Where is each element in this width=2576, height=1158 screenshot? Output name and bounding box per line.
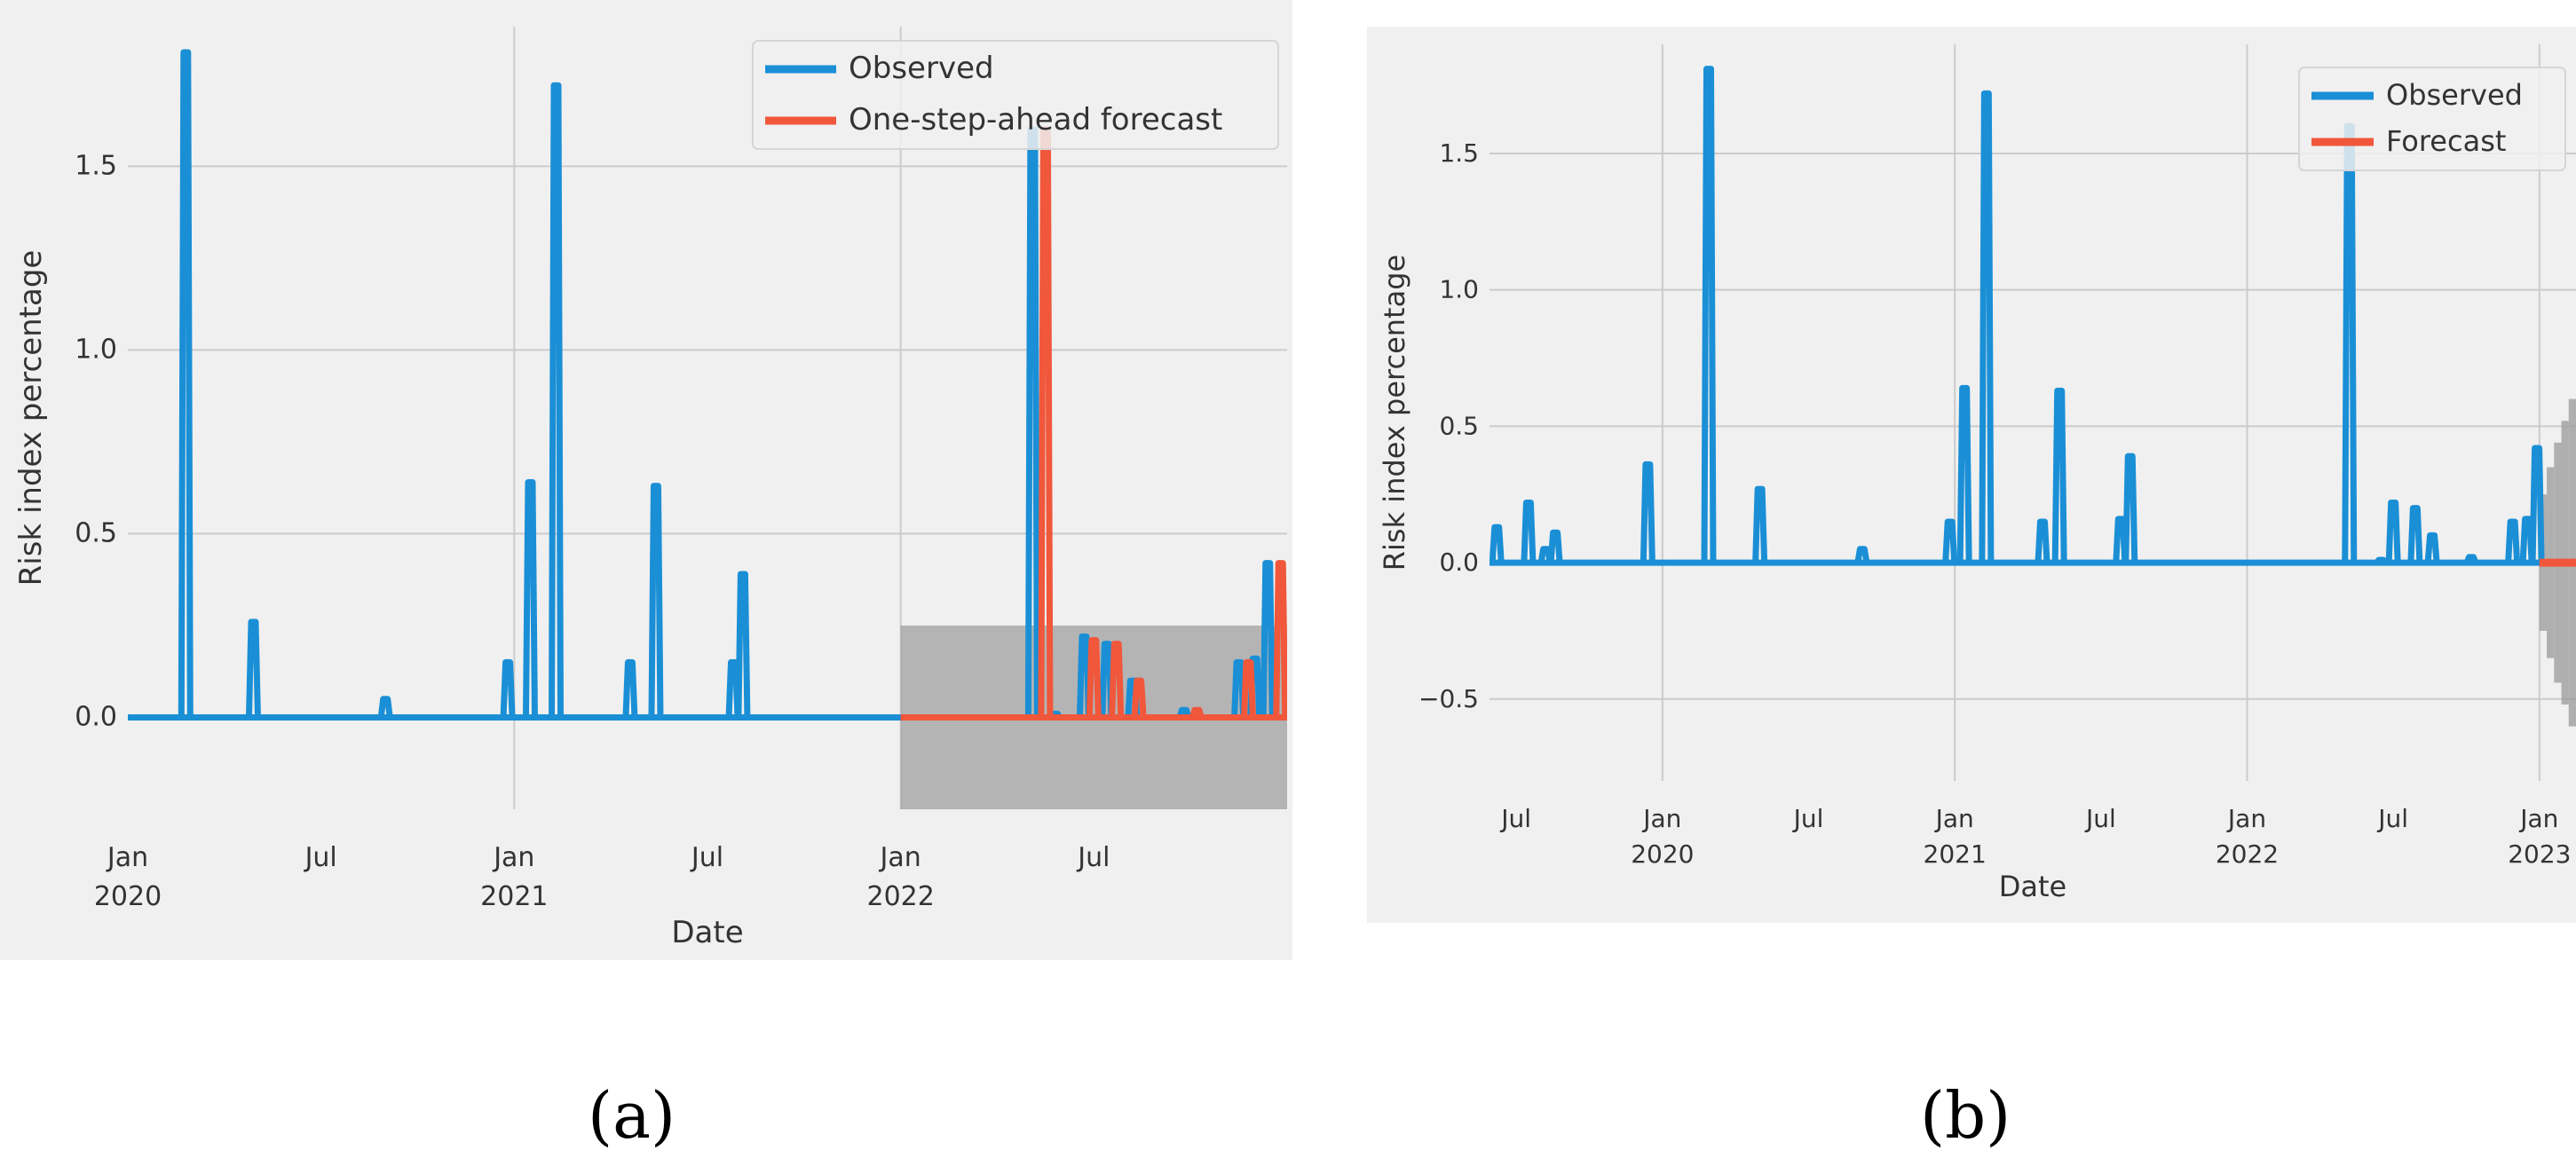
chart-b: −0.5 0.0 0.5 1.0 1.5 Jul Jan 2020 Jul Jan 2021 Jul J…	[1367, 27, 2576, 923]
observed-spike	[1260, 560, 1276, 718]
x-axis-label: Date	[1999, 870, 2066, 903]
x-tick-label: 2023	[2508, 839, 2571, 869]
x-tick-label: Jan	[2518, 804, 2558, 833]
observed-spike	[500, 658, 516, 718]
x-tick-label: Jul	[2084, 804, 2116, 833]
y-axis-label: Risk index percentage	[13, 250, 49, 587]
x-tick-label: Jul	[304, 842, 337, 873]
caption-b: (b)	[1920, 1078, 2011, 1153]
legend-box	[752, 40, 1279, 150]
x-tick-label: 2022	[2216, 839, 2279, 869]
y-tick-label: 1.5	[75, 150, 117, 181]
forecast-spike	[1131, 677, 1147, 718]
observed-spike	[2407, 505, 2423, 563]
x-tick-label: Jul	[2376, 804, 2408, 833]
x-tick-label: Jul	[1792, 804, 1824, 833]
observed-spike	[1521, 499, 1537, 563]
observed-spike	[2051, 387, 2067, 563]
y-axis-label: Risk index percentage	[1378, 255, 1411, 571]
observed-spike	[522, 478, 538, 718]
forecast-spike	[1189, 706, 1205, 719]
chart-a: 0.0 0.5 1.0 1.5 Jan 2020 Jul Jan 2021 Jul Jan 2022 J…	[0, 0, 1292, 960]
x-tick-label: 2021	[1924, 839, 1987, 869]
observed-spike	[2463, 554, 2479, 564]
observed-spike	[2505, 518, 2521, 563]
legend-label: Forecast	[2386, 124, 2506, 158]
x-tick-label: 2022	[866, 881, 934, 912]
plot-marks	[1489, 66, 2576, 727]
x-tick-label: Jul	[1499, 804, 1531, 833]
observed-spike	[622, 658, 638, 718]
legend-label: Observed	[849, 51, 994, 86]
x-tick-label: Jan	[1641, 804, 1681, 833]
x-tick-label: Jan	[492, 842, 534, 873]
x-tick-label: Jul	[690, 842, 723, 873]
forecast-spike	[1109, 641, 1125, 718]
forecast-spike	[1086, 637, 1102, 718]
observed-spike	[548, 82, 564, 718]
x-tick-label: 2021	[480, 881, 548, 912]
y-tick-label: 1.0	[75, 334, 117, 365]
observed-spike	[178, 49, 194, 718]
observed-spike	[1640, 461, 1655, 563]
observed-spike	[1701, 66, 1717, 563]
legend-label: Observed	[2386, 78, 2523, 112]
observed-spike	[1854, 546, 1870, 563]
x-tick-label: 2020	[94, 881, 162, 912]
observed-spike	[2035, 518, 2051, 563]
x-tick-label: Jan	[879, 842, 921, 873]
observed-spike	[648, 483, 664, 718]
observed-spike	[1489, 524, 1505, 563]
observed-spike	[2385, 499, 2401, 563]
legend-label: One-step-ahead forecast	[849, 102, 1222, 138]
observed-spike	[245, 618, 261, 718]
y-tick-label: −0.5	[1418, 684, 1479, 713]
plot-marks	[128, 49, 1287, 809]
observed-spike	[735, 571, 751, 718]
observed-spike	[2529, 445, 2545, 563]
forecast-spike	[1273, 560, 1287, 718]
x-tick-label: 2020	[1631, 839, 1694, 869]
observed-spike	[377, 696, 393, 718]
x-tick-label: Jan	[2226, 804, 2266, 833]
y-tick-label: 0.0	[1439, 547, 1479, 577]
y-tick-label: 1.0	[1439, 275, 1479, 304]
observed-spike	[1547, 529, 1563, 563]
caption-a: (a)	[588, 1078, 676, 1153]
x-tick-label: Jan	[106, 842, 148, 873]
x-tick-label: Jul	[1076, 842, 1110, 873]
observed-spike	[1176, 706, 1192, 719]
observed-spike	[2122, 453, 2138, 563]
forecast-spike	[1240, 658, 1256, 718]
x-tick-label: Jan	[1934, 804, 1974, 833]
observed-spike	[1979, 90, 1995, 563]
legend: Observed Forecast	[2298, 67, 2566, 171]
y-tick-label: 0.0	[75, 701, 117, 732]
observed-spike	[1942, 518, 1958, 563]
x-axis-label: Date	[671, 915, 743, 950]
legend: Observed One-step-ahead forecast	[752, 40, 1279, 150]
observed-spike	[1752, 485, 1768, 563]
observed-spike	[1956, 384, 1972, 563]
observed-spike	[2424, 532, 2440, 563]
y-tick-label: 1.5	[1439, 138, 1479, 168]
observed-spike	[2374, 556, 2389, 565]
y-tick-label: 0.5	[1439, 411, 1479, 440]
y-tick-label: 0.5	[75, 517, 117, 548]
